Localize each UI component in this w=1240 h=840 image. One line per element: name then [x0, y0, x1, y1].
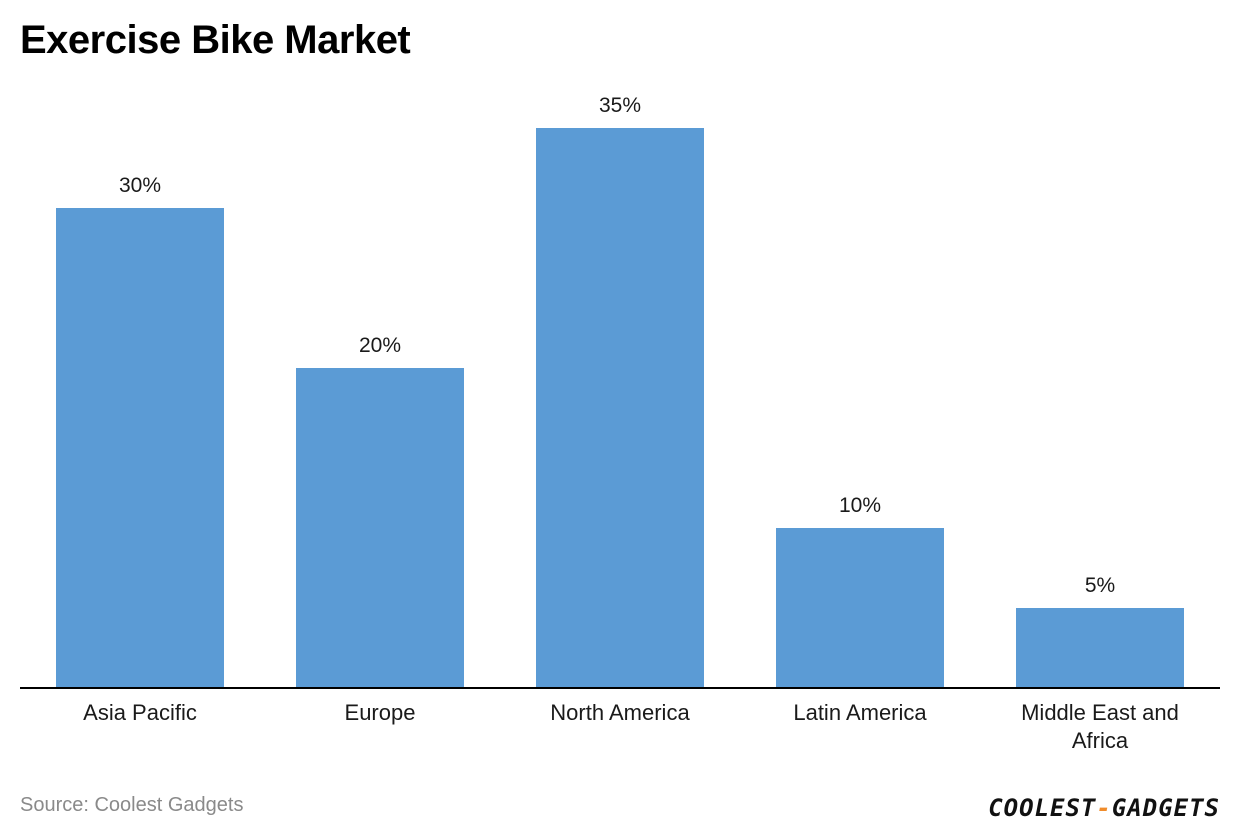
source-note: Source: Coolest Gadgets	[20, 794, 244, 816]
category-label: North America	[550, 700, 690, 725]
bar-latin-america	[776, 528, 944, 688]
data-label: 10%	[839, 494, 881, 517]
category-label: Latin America	[793, 700, 927, 725]
category-label: Middle East and Africa	[1021, 700, 1179, 753]
logo-part-2: GADGETS	[1111, 794, 1220, 822]
data-label: 20%	[359, 334, 401, 357]
data-label: 30%	[119, 174, 161, 197]
bar-europe	[296, 368, 464, 688]
chart-title: Exercise Bike Market	[20, 18, 411, 62]
logo-part-1: COOLEST	[988, 794, 1097, 822]
bar-asia-pacific	[56, 208, 224, 688]
bar-north-america	[536, 128, 704, 688]
data-label: 35%	[599, 94, 641, 117]
category-label: Europe	[345, 700, 416, 725]
bar-middle-east-and-africa	[1016, 608, 1184, 688]
logo-dash: -	[1096, 794, 1112, 822]
category-label: Asia Pacific	[83, 700, 197, 725]
coolest-gadgets-logo: COOLEST-GADGETS	[988, 794, 1220, 822]
data-label: 5%	[1085, 574, 1115, 597]
